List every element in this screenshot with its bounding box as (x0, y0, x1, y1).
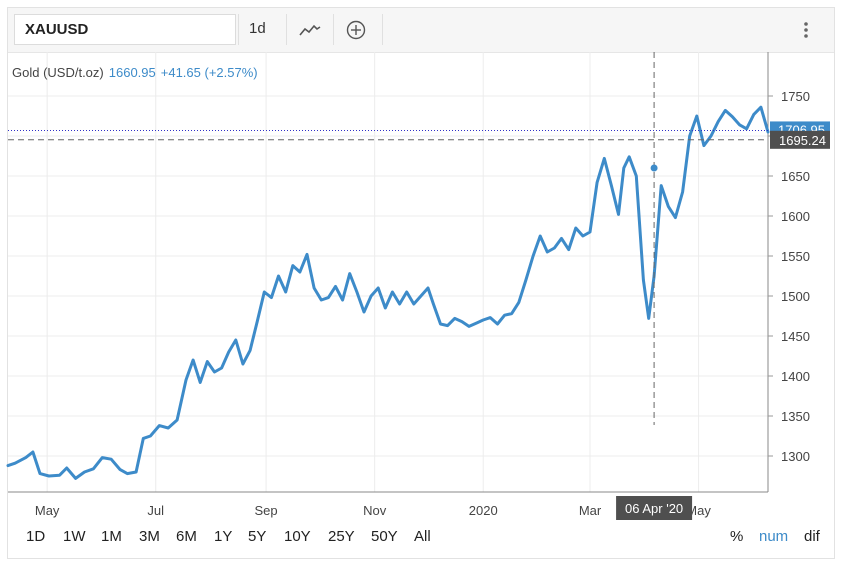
range-button-5y[interactable]: 5Y (248, 528, 267, 545)
crosshair-marker (650, 164, 658, 172)
y-tick-label: 1300 (781, 449, 810, 464)
chart-toolbar: XAUUSD 1d (8, 8, 834, 53)
y-tick-label: 1350 (781, 409, 810, 424)
add-circle-icon[interactable] (341, 16, 371, 44)
symbol-input[interactable]: XAUUSD (14, 14, 236, 45)
range-button-10y[interactable]: 10Y (284, 528, 311, 545)
range-button-all[interactable]: All (414, 528, 431, 545)
x-axis-ticks: May Jul Sep Nov 2020 Mar May (35, 503, 711, 518)
y-tick-label: 1550 (781, 249, 810, 264)
y-tick-label: 1650 (781, 169, 810, 184)
range-button-1m[interactable]: 1M (101, 528, 122, 545)
x-tick-label: May (35, 503, 60, 518)
range-button-1d[interactable]: 1D (26, 528, 46, 545)
more-vertical-icon[interactable] (791, 16, 821, 44)
x-tick-label: Jul (147, 503, 164, 518)
crosshair-price-label: 1695.24 (779, 133, 826, 148)
series-line (6, 105, 770, 480)
toolbar-divider (238, 14, 239, 45)
x-tick-label: Nov (363, 503, 387, 518)
y-tick-label: 1750 (781, 89, 810, 104)
y-tick-label: 1400 (781, 369, 810, 384)
range-button-6m[interactable]: 6M (176, 528, 197, 545)
range-button-50y[interactable]: 50Y (371, 528, 398, 545)
range-button-3m[interactable]: 3M (139, 528, 160, 545)
legend-title: Gold (USD/t.oz) 1660.95 +41.65 (+2.57%) (12, 65, 258, 80)
series-points (7, 106, 769, 480)
mode-button-num[interactable]: num (759, 528, 789, 545)
y-tick-label: 1500 (781, 289, 810, 304)
range-button-25y[interactable]: 25Y (328, 528, 355, 545)
x-tick-label: 2020 (469, 503, 498, 518)
y-tick-label: 1450 (781, 329, 810, 344)
chart-widget: XAUUSD 1d (7, 7, 835, 559)
x-tick-label: May (686, 503, 711, 518)
range-button-1y[interactable]: 1Y (214, 528, 233, 545)
toolbar-divider (333, 14, 334, 45)
toolbar-divider (382, 14, 383, 45)
y-tick-label: 1600 (781, 209, 810, 224)
x-tick-label: Sep (255, 503, 278, 518)
mode-button-dif[interactable]: dif (804, 528, 820, 545)
crosshair-price-badge (770, 130, 830, 149)
interval-selector[interactable]: 1d (249, 20, 266, 37)
crosshair-date-label: 06 Apr '20 (625, 501, 683, 516)
mode-button-percent[interactable]: % (730, 528, 744, 545)
axis-lines (8, 52, 769, 493)
line-chart-icon[interactable] (295, 16, 325, 44)
range-button-1w[interactable]: 1W (63, 528, 86, 545)
crosshair-date-badge (616, 496, 693, 520)
toolbar-divider (286, 14, 287, 45)
chart-grid (8, 52, 768, 492)
x-tick-label: Mar (579, 503, 602, 518)
